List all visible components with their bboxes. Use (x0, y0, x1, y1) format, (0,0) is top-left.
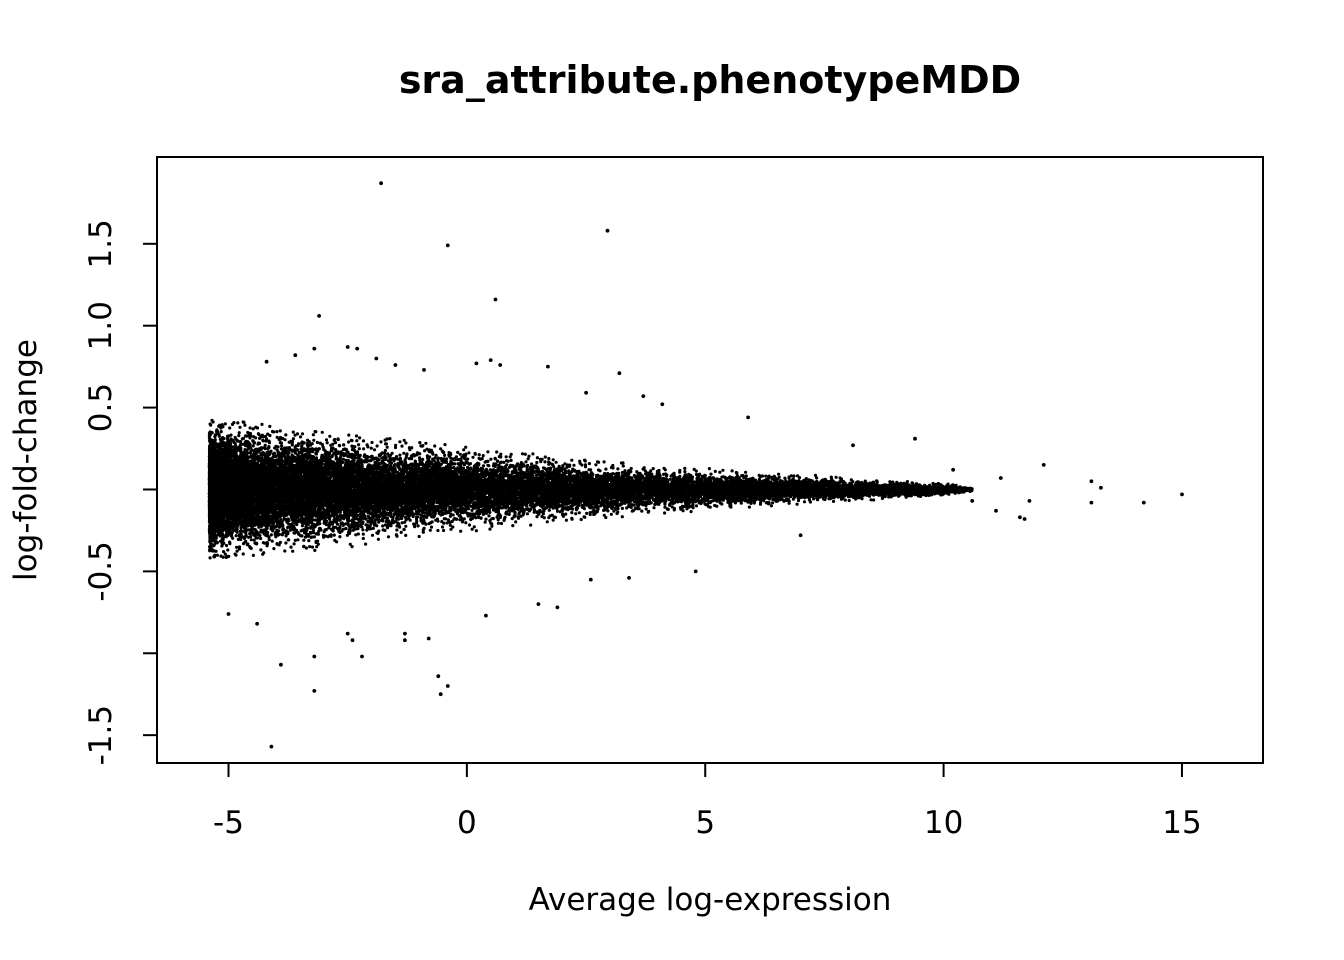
data-point (481, 454, 485, 458)
data-point (543, 460, 547, 464)
data-point (487, 514, 491, 518)
chart-title: sra_attribute.phenotypeMDD (399, 58, 1021, 102)
data-point (557, 464, 561, 468)
scatter-points (207, 181, 1184, 749)
data-point (222, 550, 226, 554)
data-point (462, 448, 466, 452)
data-point (436, 519, 440, 523)
data-point (464, 445, 468, 449)
data-point (300, 432, 305, 436)
data-point (404, 524, 408, 528)
data-point (808, 500, 813, 504)
data-point (223, 552, 227, 556)
data-point (529, 523, 533, 527)
data-point (554, 460, 558, 464)
data-point (565, 465, 569, 469)
data-point (678, 470, 682, 474)
data-point (433, 444, 437, 448)
data-point (578, 461, 582, 465)
data-point (831, 499, 836, 503)
data-point (386, 535, 391, 539)
data-point (256, 432, 260, 436)
data-point (815, 476, 819, 480)
data-point (272, 547, 276, 551)
data-point (747, 505, 752, 509)
data-point (564, 512, 568, 516)
data-point (683, 466, 687, 470)
data-point (570, 510, 574, 515)
data-point (215, 553, 219, 557)
data-point (395, 528, 399, 532)
data-point (349, 438, 353, 442)
data-point (362, 447, 366, 451)
data-point (623, 469, 627, 473)
data-point (532, 508, 537, 512)
data-point (400, 444, 404, 448)
data-point (241, 552, 245, 556)
data-point (267, 538, 271, 542)
data-point (847, 498, 851, 503)
data-point (860, 497, 864, 501)
data-point (585, 511, 589, 515)
data-point (347, 433, 351, 437)
data-point (694, 504, 699, 508)
data-point (744, 470, 748, 474)
data-point (691, 503, 695, 507)
data-point (357, 447, 361, 451)
data-point (612, 509, 616, 513)
data-point (377, 520, 381, 524)
data-point (269, 533, 273, 537)
data-point (235, 545, 239, 549)
data-point (709, 472, 713, 476)
data-point (308, 545, 312, 549)
data-point (278, 441, 282, 445)
data-point (338, 535, 342, 539)
data-point (328, 434, 332, 438)
data-point (802, 500, 807, 504)
data-point (310, 545, 315, 549)
data-point (470, 527, 474, 531)
data-point (416, 524, 420, 528)
data-point (551, 458, 555, 462)
data-point (579, 517, 583, 522)
data-point (354, 434, 359, 438)
